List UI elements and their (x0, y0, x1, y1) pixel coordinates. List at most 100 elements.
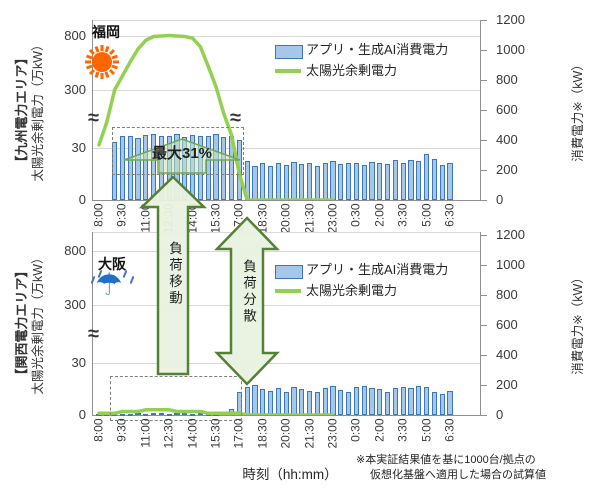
legend-line-label: 太陽光余剰電力 (306, 63, 398, 78)
bar (338, 164, 344, 200)
right-axis-tick (480, 110, 487, 111)
bar (431, 392, 437, 415)
bar (104, 414, 110, 416)
footnote-line2: 仮想化基盤へ適用した場合の試算値 (370, 469, 546, 481)
right-axis-line (480, 232, 481, 415)
right-axis-tick (480, 295, 487, 296)
axis-break-bottom: ≈ (88, 323, 99, 345)
right-axis-tick-label: 800 (496, 287, 518, 302)
x-axis-tick-label: 15:30 (208, 418, 223, 449)
bar (447, 162, 453, 200)
city-label-fukuoka: 福岡 (92, 24, 120, 40)
right-axis-tick-label: 0 (496, 407, 504, 422)
bar (244, 386, 250, 415)
x-axis-tick-label: 23:00 (325, 418, 340, 449)
bar (314, 392, 320, 415)
bar (322, 387, 328, 415)
x-axis-tick-label: 0:30 (348, 418, 363, 442)
right-axis-tick (480, 385, 487, 386)
legend-line-label: 太陽光余剰電力 (306, 283, 398, 298)
gridline (92, 251, 480, 252)
bar (96, 414, 102, 416)
bar (400, 386, 406, 415)
bar (416, 161, 422, 200)
bar (416, 386, 422, 415)
bar (385, 164, 391, 200)
x-axis-tick-label: 5:00 (419, 418, 434, 442)
right-axis-tick (480, 355, 487, 356)
x-axis-tick-label: 20:00 (278, 418, 293, 449)
bar (338, 389, 344, 415)
right-axis-tick-label: 400 (496, 132, 518, 147)
legend-bar-label: アプリ・生成AI消費電力 (306, 42, 449, 57)
bar (252, 385, 258, 415)
right-axis-tick-label: 200 (496, 162, 518, 177)
right-axis-tick (480, 265, 487, 266)
bar (299, 389, 305, 415)
bar (439, 393, 445, 415)
kansai-highlight-box (110, 376, 242, 421)
max31-annotation: 最大31% (151, 145, 213, 162)
bar (283, 392, 289, 415)
bar (408, 160, 414, 200)
bar (369, 387, 375, 415)
bar (353, 163, 359, 200)
kyushu-legend: アプリ・生成AI消費電力 太陽光余剰電力 (275, 40, 480, 84)
bar (346, 392, 352, 415)
bar (392, 387, 398, 415)
left-axis-tick-label: 30 (71, 355, 86, 370)
city-label-osaka: 大阪 (98, 256, 126, 272)
bar (400, 162, 406, 200)
right-axis-tick-label: 600 (496, 102, 518, 117)
right-axis-tick (480, 325, 487, 326)
legend-line-swatch (275, 69, 301, 73)
bar (346, 162, 352, 200)
x-axis-tick-label: 14:00 (185, 418, 200, 449)
legend-bar-swatch (275, 45, 303, 59)
bar (377, 389, 383, 415)
legend-bar-label: アプリ・生成AI消費電力 (306, 262, 449, 277)
bar (369, 161, 375, 200)
right-axis-tick-label: 800 (496, 72, 518, 87)
x-axis-tick-label: 8:00 (91, 418, 106, 442)
left-axis-tick-label: 800 (64, 28, 86, 43)
legend-line-swatch (275, 289, 301, 293)
right-axis-tick (480, 50, 487, 51)
bar (268, 390, 274, 415)
x-axis-tick-label: 2:00 (372, 418, 387, 442)
bar (361, 386, 367, 415)
x-axis-tick-label: 21:30 (302, 418, 317, 449)
bar (408, 388, 414, 415)
right-axis-tick (480, 170, 487, 171)
left-axis-tick-label: 300 (64, 297, 86, 312)
right-axis-tick (480, 20, 487, 21)
left-axis-tick-label: 0 (78, 407, 86, 422)
x-axis-line (92, 200, 480, 201)
x-axis-tick-label: 9:30 (114, 418, 129, 442)
plot-top-gridline (92, 232, 480, 233)
right-axis-tick (480, 140, 487, 141)
line-break-top: ≈ (230, 107, 241, 129)
gridline (92, 305, 480, 306)
bar (275, 388, 281, 415)
right-axis-tick-label: 0 (496, 192, 504, 207)
x-axis-line (92, 415, 480, 416)
right-axis-tick-label: 1000 (496, 42, 525, 57)
right-axis-tick (480, 80, 487, 81)
bar (260, 389, 266, 415)
left-axis-line (92, 20, 93, 200)
kansai-legend: アプリ・生成AI消費電力 太陽光余剰電力 (275, 260, 480, 304)
right-axis-tick (480, 235, 487, 236)
right-axis-tick-label: 200 (496, 377, 518, 392)
bar (424, 153, 430, 200)
axis-break-top: ≈ (88, 107, 99, 129)
left-axis-tick-label: 0 (78, 192, 86, 207)
x-axis-tick-label: 18:30 (255, 418, 270, 449)
load-shift-label: 負荷移動 (167, 241, 182, 307)
left-axis-tick-label: 800 (64, 243, 86, 258)
x-axis-title: 時刻（hh:mm） (242, 467, 338, 482)
right-axis-tick-label: 600 (496, 317, 518, 332)
bar (361, 164, 367, 200)
